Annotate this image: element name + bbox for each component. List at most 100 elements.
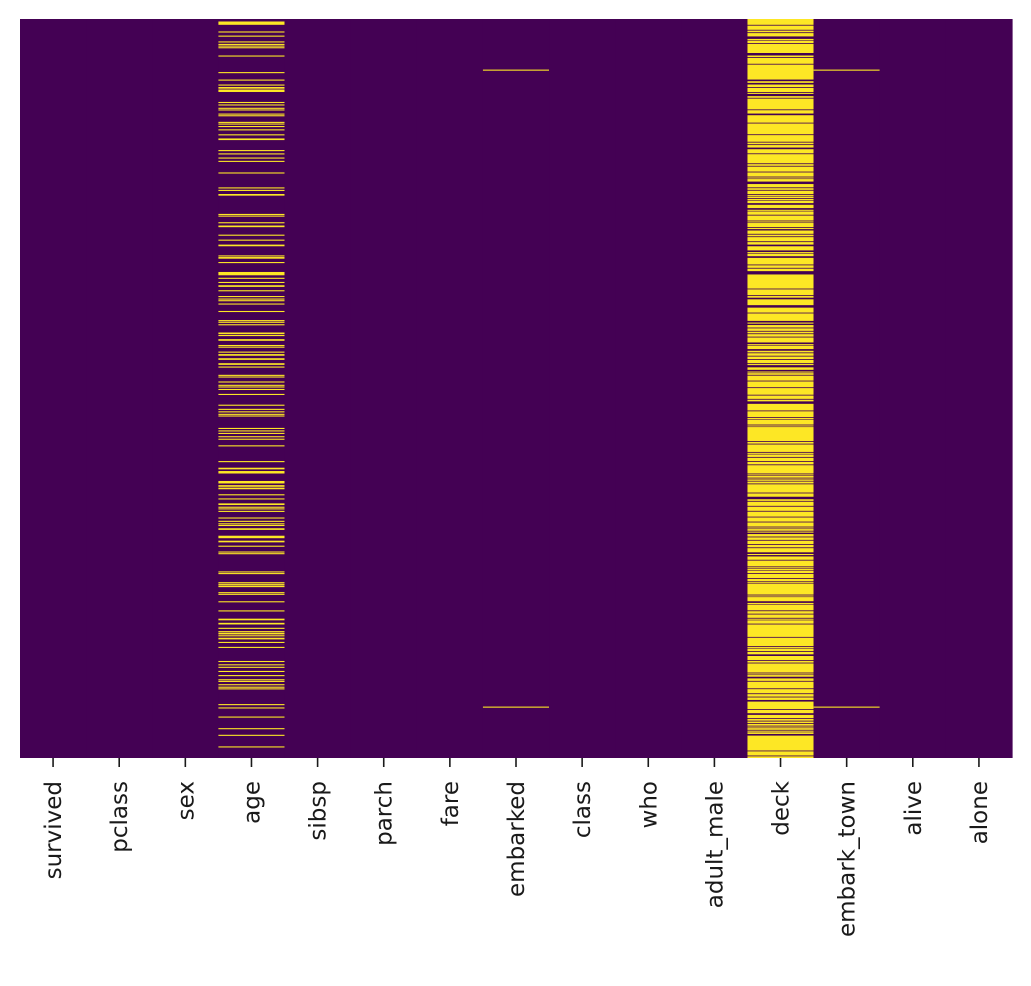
missing-cell-age: [218, 716, 285, 718]
missing-cell-deck: [747, 164, 814, 166]
x-tick-label: pclass: [107, 781, 133, 853]
missing-cell-deck: [747, 40, 814, 44]
missing-cell-age: [218, 381, 285, 383]
missing-cell-deck: [747, 356, 814, 360]
missing-cell-deck: [747, 296, 814, 298]
missing-cell-deck: [747, 663, 814, 673]
missing-cell-embark-town: [813, 706, 880, 708]
missing-cell-deck: [747, 242, 814, 245]
missing-cell-deck: [747, 474, 814, 476]
heatmap-column-alone: [945, 19, 1013, 758]
heatmap-column-embarked: [482, 19, 550, 758]
missing-cell-deck: [747, 461, 814, 465]
missing-cell-age: [218, 225, 285, 228]
missing-cell-deck: [747, 709, 814, 714]
missing-cell-age: [218, 104, 285, 106]
missing-cell-age: [218, 134, 285, 136]
missing-cell-deck: [747, 735, 814, 751]
x-tick-label: survived: [41, 781, 67, 879]
missing-cell-age: [218, 679, 285, 681]
missing-cell-deck: [747, 660, 814, 663]
missing-cell-deck: [747, 344, 814, 346]
missing-cell-age: [218, 332, 285, 335]
missing-cell-deck: [747, 403, 814, 411]
missing-cell-age: [218, 728, 285, 730]
missing-cell-deck: [747, 484, 814, 493]
missing-cell-embark-town: [813, 69, 880, 71]
missing-cell-deck: [747, 149, 814, 154]
missing-cell-deck: [747, 204, 814, 209]
missing-cell-deck: [747, 268, 814, 272]
missing-cell-deck: [747, 38, 814, 41]
missing-cell-age: [218, 363, 285, 365]
missing-cell-deck: [747, 583, 814, 595]
missing-cell-deck: [747, 359, 814, 364]
missing-cell-age: [218, 520, 285, 522]
missing-cell-deck: [747, 567, 814, 569]
missing-cell-deck: [747, 223, 814, 228]
heatmap-column-parch: [350, 19, 418, 758]
missing-cell-age: [218, 320, 285, 322]
missing-cell-deck: [747, 457, 814, 462]
missing-cell-deck: [747, 478, 814, 480]
missing-cell-deck: [747, 211, 814, 215]
missing-cell-age: [218, 436, 285, 438]
missing-cell-deck: [747, 618, 814, 620]
x-tick-label: class: [570, 781, 596, 838]
missing-cell-age: [218, 354, 285, 356]
missing-cell-deck: [747, 646, 814, 648]
missing-cell-deck: [747, 92, 814, 94]
missing-cell-deck: [747, 678, 814, 681]
missing-cell-age: [218, 376, 285, 378]
missing-cell-age: [218, 239, 285, 241]
x-tick-label: who: [636, 781, 662, 828]
missing-cell-age: [218, 438, 285, 440]
missing-cell-age: [218, 680, 285, 682]
missing-cell-age: [218, 31, 285, 33]
missing-cell-deck: [747, 419, 814, 425]
missing-cell-age: [218, 415, 285, 417]
missing-cell-age: [218, 430, 285, 432]
missing-cell-age: [218, 632, 285, 635]
missing-cell-age: [218, 35, 285, 37]
missing-cell-deck: [747, 537, 814, 540]
missing-cell-deck: [747, 188, 814, 190]
missing-cell-age: [218, 107, 285, 109]
missing-cell-deck: [747, 751, 814, 756]
missing-cell-age: [218, 255, 285, 257]
missing-cell-deck: [747, 556, 814, 560]
missing-cell-age: [218, 503, 285, 506]
missing-cell-deck: [747, 624, 814, 637]
missing-cell-deck: [747, 732, 814, 734]
missing-cell-deck: [747, 265, 814, 268]
missing-cell-deck: [747, 166, 814, 172]
missing-cell-deck: [747, 689, 814, 694]
missing-cell-age: [218, 427, 285, 429]
missing-cell-deck: [747, 476, 814, 478]
missing-cell-age: [218, 310, 285, 313]
missing-cell-age: [218, 670, 285, 673]
missing-cell-age: [218, 413, 285, 415]
missing-cell-age: [218, 480, 285, 484]
missing-cell-deck: [747, 522, 814, 527]
missing-cell-deck: [747, 651, 814, 655]
missing-cell-age: [218, 393, 285, 395]
missing-cell-deck: [747, 511, 814, 517]
missing-cell-age: [218, 189, 285, 191]
missing-cell-age: [218, 157, 285, 159]
missing-cell-deck: [747, 614, 814, 618]
missing-cell-deck: [747, 96, 814, 98]
missing-cell-age: [218, 344, 285, 347]
heatmap-column-embark-town: [813, 19, 881, 758]
missing-cell-deck: [747, 681, 814, 689]
missing-cell-deck: [747, 540, 814, 545]
missing-cell-age: [218, 213, 285, 216]
missing-cell-age: [218, 593, 285, 595]
heatmap-column-sex: [152, 19, 219, 758]
missing-cell-deck: [747, 364, 814, 366]
missing-cell-age: [218, 664, 285, 666]
missing-cell-deck: [747, 655, 814, 661]
missing-cell-age: [218, 686, 285, 688]
missing-cell-age: [218, 79, 285, 81]
missing-cell-age: [218, 535, 285, 539]
